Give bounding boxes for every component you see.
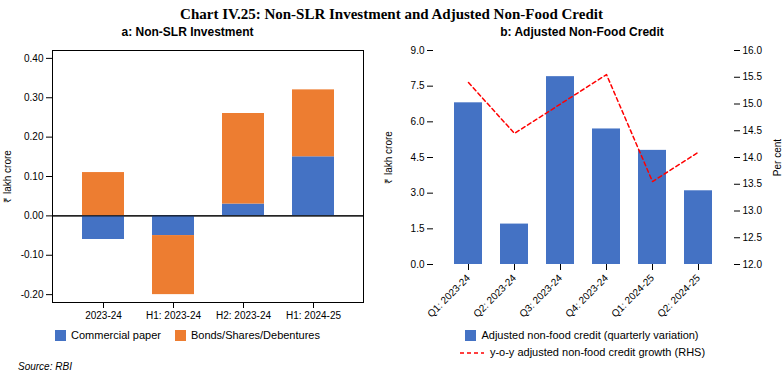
svg-text:-0.20: -0.20 [21, 289, 44, 300]
svg-text:13.0: 13.0 [743, 205, 763, 216]
svg-text:Q4: 2023-24: Q4: 2023-24 [563, 272, 610, 319]
html-text:a: Non-SLR Investment: a: Non-SLR Investment [121, 25, 254, 39]
svg-text:15.5: 15.5 [743, 71, 763, 82]
html-text:Chart IV.25: Non-SLR Investmen: Chart IV.25: Non-SLR Investment and Adju… [180, 6, 603, 22]
html-text:y-o-y adjusted non-food credit: y-o-y adjusted non-food credit growth (R… [489, 346, 706, 358]
svg-text:0.0: 0.0 [411, 259, 425, 270]
svg-text:H2: 2023-24: H2: 2023-24 [216, 310, 271, 321]
svg-text:15.0: 15.0 [743, 98, 763, 109]
svg-text:Q1: 2024-25: Q1: 2024-25 [609, 272, 656, 319]
svg-text:6.0: 6.0 [411, 116, 425, 127]
svg-text:0.30: 0.30 [24, 92, 44, 103]
svg-text:Q1: 2023-24: Q1: 2023-24 [425, 272, 472, 319]
svg-text:₹ lakh crore: ₹ lakh crore [2, 150, 13, 203]
html-text:Source: RBI: Source: RBI [18, 361, 72, 372]
svg-text:Per cent: Per cent [772, 139, 783, 176]
svg-text:16.0: 16.0 [743, 45, 763, 56]
svg-text:Q2: 2024-25: Q2: 2024-25 [655, 272, 702, 319]
html-text:Commercial paper: Commercial paper [71, 329, 161, 341]
html-text:Adjusted non-food credit (quar: Adjusted non-food credit (quarterly vari… [481, 329, 699, 341]
svg-text:2023-24: 2023-24 [85, 310, 122, 321]
svg-text:0.40: 0.40 [24, 53, 44, 64]
svg-text:0.10: 0.10 [24, 171, 44, 182]
svg-text:1.5: 1.5 [411, 223, 425, 234]
svg-text:7.5: 7.5 [411, 80, 425, 91]
svg-text:13.5: 13.5 [743, 178, 763, 189]
svg-text:14.5: 14.5 [743, 125, 763, 136]
svg-text:3.0: 3.0 [411, 187, 425, 198]
svg-text:0.00: 0.00 [24, 210, 44, 221]
svg-text:4.5: 4.5 [411, 152, 425, 163]
svg-text:14.0: 14.0 [743, 152, 763, 163]
html-text:b: Adjusted Non-Food Credit: b: Adjusted Non-Food Credit [500, 25, 664, 39]
svg-text:Q3: 2023-24: Q3: 2023-24 [517, 272, 564, 319]
svg-text:Q2: 2023-24: Q2: 2023-24 [471, 272, 518, 319]
svg-text:H1: 2023-24: H1: 2023-24 [146, 310, 201, 321]
svg-text:₹ lakh crore: ₹ lakh crore [383, 131, 394, 184]
svg-text:9.0: 9.0 [411, 45, 425, 56]
svg-text:H1: 2024-25: H1: 2024-25 [286, 310, 341, 321]
svg-text:12.0: 12.0 [743, 259, 763, 270]
svg-text:-0.10: -0.10 [21, 249, 44, 260]
svg-text:12.5: 12.5 [743, 232, 763, 243]
html-text:Bonds/Shares/Debentures: Bonds/Shares/Debentures [190, 329, 320, 341]
svg-text:0.20: 0.20 [24, 131, 44, 142]
